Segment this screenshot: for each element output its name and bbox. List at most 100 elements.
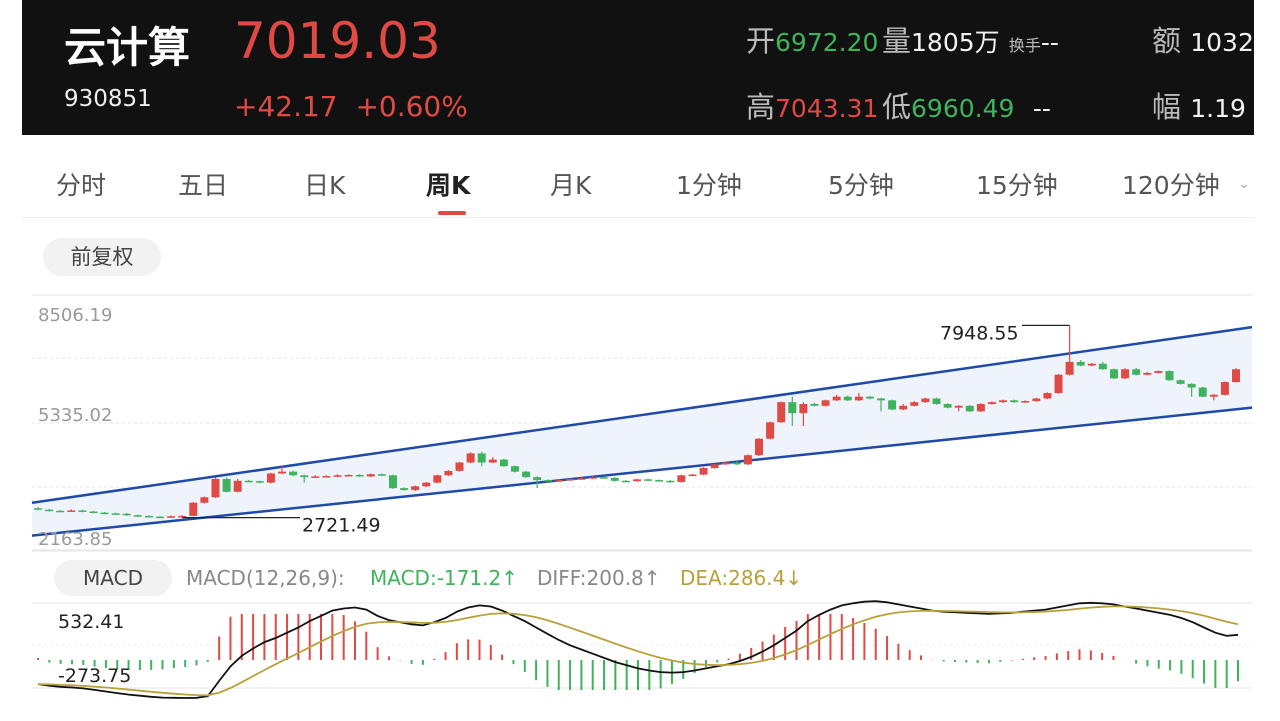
change-value: +42.17 xyxy=(234,90,338,123)
candle-body xyxy=(1043,393,1052,399)
candle-body xyxy=(1220,382,1229,395)
candle-body xyxy=(755,438,764,456)
candle-body xyxy=(1109,369,1118,379)
candle-body xyxy=(888,400,897,410)
candle-body xyxy=(777,402,786,423)
candle-body xyxy=(677,475,686,482)
period-tabs: 分时 五日 日K 周K 月K 1分钟 5分钟 15分钟 120分钟 ⌄ xyxy=(22,148,1254,218)
candle-body xyxy=(244,480,253,483)
left-edge xyxy=(0,0,22,721)
candle-body xyxy=(932,398,941,404)
index-name: 云计算 xyxy=(64,23,191,72)
candle-body xyxy=(644,479,653,481)
candle-body xyxy=(510,466,519,472)
candle-body xyxy=(1021,401,1030,403)
tab-daily-k[interactable]: 日K xyxy=(304,171,346,200)
candle-body xyxy=(1143,372,1152,375)
candle-body xyxy=(1176,380,1185,384)
candle-body xyxy=(67,510,76,512)
candle-body xyxy=(311,476,320,478)
candle-body xyxy=(200,497,209,503)
candle-body xyxy=(999,400,1008,403)
candle-body xyxy=(610,477,619,481)
candle-body xyxy=(499,459,508,467)
channel-upper-line xyxy=(31,325,1253,504)
high-stat: 高7043.31 xyxy=(746,84,878,126)
candle-body xyxy=(954,405,963,408)
right-edge xyxy=(1254,0,1280,721)
amplitude-value: 1.19 xyxy=(1190,94,1246,123)
candle-body xyxy=(522,471,531,478)
channel-lower-line xyxy=(31,406,1253,537)
extra-value: -- xyxy=(1032,94,1051,123)
candle-body xyxy=(266,473,275,483)
candle-body xyxy=(45,509,54,512)
candle-body xyxy=(422,482,431,487)
candle-body xyxy=(1065,361,1074,375)
candle-body xyxy=(144,515,153,518)
candle-body xyxy=(1132,369,1141,375)
candle-body xyxy=(1032,398,1041,402)
candle-body xyxy=(400,488,409,490)
tab-120-minute[interactable]: 120分钟 xyxy=(1122,171,1220,200)
candle-body xyxy=(189,502,198,516)
tab-intraday[interactable]: 分时 xyxy=(56,171,107,200)
macd-button[interactable]: MACD xyxy=(54,560,172,596)
candle-body xyxy=(732,462,741,465)
candle-body xyxy=(721,462,730,465)
tab-1-minute[interactable]: 1分钟 xyxy=(676,171,742,200)
chevron-down-icon[interactable]: ⌄ xyxy=(1238,176,1250,192)
amount-label: 额 xyxy=(1152,24,1182,58)
candle-body xyxy=(366,474,375,477)
quote-header: 云计算 7019.03 930851 +42.17 +0.60% 开6972.2… xyxy=(22,0,1254,135)
dea-line xyxy=(37,605,1239,697)
open-stat: 开6972.20 xyxy=(746,18,878,60)
candle-body xyxy=(799,403,808,414)
high-label: 高 xyxy=(746,90,776,124)
candle-body xyxy=(788,402,797,414)
tab-five-day[interactable]: 五日 xyxy=(178,171,229,200)
candle-body xyxy=(1076,361,1085,366)
open-label: 开 xyxy=(746,24,776,58)
candle-body xyxy=(34,508,42,510)
open-value: 6972.20 xyxy=(775,28,879,57)
candle-body xyxy=(89,511,98,514)
candle-body xyxy=(588,477,597,479)
candle-body xyxy=(388,475,397,489)
active-tab-indicator xyxy=(438,211,466,215)
adjust-button[interactable]: 前复权 xyxy=(43,238,161,276)
candle-body xyxy=(877,398,886,401)
candle-body xyxy=(865,396,874,399)
candle-body xyxy=(1232,369,1240,383)
y-axis-label: 8506.19 xyxy=(38,305,112,326)
tab-5-minute[interactable]: 5分钟 xyxy=(828,171,894,200)
candle-body xyxy=(133,515,142,517)
candle-body xyxy=(100,512,109,515)
amplitude-label: 幅 xyxy=(1152,90,1182,124)
tab-monthly-k[interactable]: 月K xyxy=(550,171,592,200)
candle-body xyxy=(122,513,131,516)
candle-body xyxy=(222,478,231,492)
candle-body xyxy=(377,474,386,476)
candle-body xyxy=(699,468,708,475)
candle-body xyxy=(832,396,841,401)
candle-body xyxy=(333,475,342,477)
candle-body xyxy=(655,480,664,482)
tab-15-minute[interactable]: 15分钟 xyxy=(976,171,1058,200)
y-axis-label: 2163.85 xyxy=(38,529,112,550)
candle-body xyxy=(965,405,974,412)
amplitude-stat: 幅 1.19 xyxy=(1152,84,1246,126)
tab-weekly-k[interactable]: 周K xyxy=(426,171,471,200)
candle-body xyxy=(666,480,675,483)
candle-body xyxy=(688,474,697,477)
candle-body xyxy=(477,453,486,463)
candle-body xyxy=(433,475,442,483)
macd-histogram xyxy=(37,614,1239,690)
amount-stat: 额 1032 xyxy=(1152,18,1254,60)
volume-stat: 量1805万 换手-- xyxy=(882,18,1059,60)
y-axis-label: 5335.02 xyxy=(38,405,112,426)
candle-body xyxy=(1198,387,1207,397)
min-label: 2721.49 xyxy=(302,515,381,537)
max-label: 7948.55 xyxy=(940,322,1019,344)
amount-value: 1032 xyxy=(1190,28,1254,57)
